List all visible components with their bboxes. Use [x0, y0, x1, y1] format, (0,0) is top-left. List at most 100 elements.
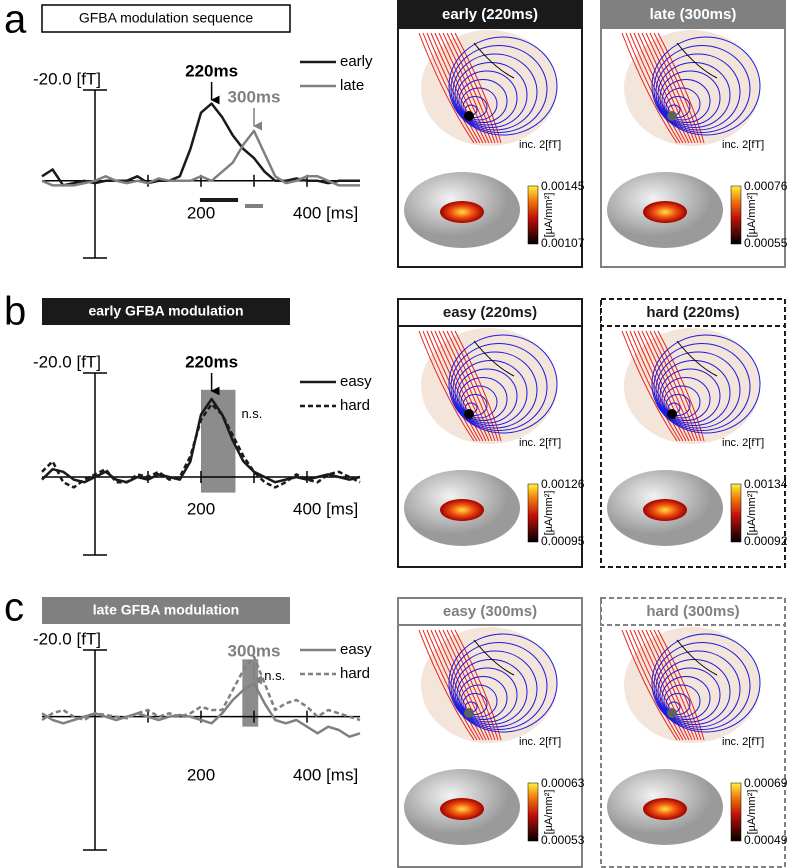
activation-blob: [643, 798, 687, 820]
contour-red: [657, 330, 705, 442]
panel-title: GFBA modulation sequence: [79, 10, 254, 26]
contour-blue: [448, 36, 558, 136]
map-title: early (220ms): [442, 6, 538, 23]
map-title: easy (220ms): [443, 304, 537, 321]
contour-blue: [458, 79, 508, 123]
y-tick-label: -20.0 [fT]: [33, 629, 101, 648]
contour-black: [676, 42, 718, 79]
contour-red: [454, 330, 502, 442]
colorbar: [730, 483, 742, 543]
contour-red: [426, 629, 481, 741]
legend-label: easy: [340, 641, 372, 658]
contour-red: [426, 330, 481, 442]
contour-blue: [456, 70, 518, 126]
y-tick-label: -20.0 [fT]: [33, 69, 101, 88]
contour-red: [629, 330, 684, 442]
legend-label: easy: [340, 373, 372, 390]
activation-blob: [440, 499, 484, 521]
contour-blue: [454, 360, 528, 426]
activation-blob: [440, 798, 484, 820]
contour-red: [450, 330, 499, 442]
title-box: [42, 298, 290, 325]
peak-annotation: 220ms: [185, 352, 238, 371]
cbar-min: 0.00095: [541, 534, 585, 548]
cbar-min: 0.00053: [541, 833, 585, 847]
cbar-max: 0.00145: [541, 179, 585, 193]
x-tick-label: 400 [ms]: [293, 203, 358, 222]
contour-red: [621, 330, 678, 442]
activation-blob: [643, 499, 687, 521]
contour-red: [657, 629, 705, 741]
contour-blue: [659, 70, 721, 126]
shade-label: n.s.: [264, 668, 285, 683]
cbar-min: 0.00049: [744, 833, 787, 847]
cbar-unit: [µA/mm²]: [746, 491, 758, 536]
contour-black: [676, 639, 718, 676]
cbar-max: 0.00126: [541, 477, 585, 491]
time-window: [244, 204, 264, 208]
contour-blue: [653, 45, 751, 133]
contour-blue: [665, 693, 691, 715]
series-line: [41, 655, 361, 722]
contour-red: [633, 330, 687, 442]
contour-blue: [653, 343, 751, 431]
contour-blue: [456, 368, 518, 424]
contour-red: [649, 330, 699, 442]
x-tick-label: 400 [ms]: [293, 765, 358, 784]
cbar-max: 0.00076: [744, 179, 787, 193]
contour-red: [418, 330, 475, 442]
contour-red: [430, 32, 484, 144]
contour-blue: [458, 676, 508, 720]
sensor-dot: [667, 409, 677, 419]
cbar-max: 0.00134: [744, 477, 787, 491]
contour-blue: [659, 667, 721, 723]
contour-blue: [452, 351, 538, 429]
contour-blue: [663, 385, 701, 419]
contour-red: [637, 629, 690, 741]
contour-blue: [462, 693, 488, 715]
contour-blue: [661, 377, 711, 421]
contour-red: [633, 629, 687, 741]
y-tick-label: -20.0 [fT]: [33, 352, 101, 371]
sensor-dot: [464, 708, 474, 718]
contour-red: [649, 32, 699, 144]
contour-red: [450, 32, 499, 144]
contour-red: [446, 629, 496, 741]
series-line: [41, 402, 361, 489]
contour-red: [418, 32, 475, 144]
contour-red: [621, 32, 678, 144]
contour-blue: [462, 394, 488, 416]
contour-blue: [450, 45, 548, 133]
contour-blue: [452, 53, 538, 131]
contour-blue: [454, 62, 528, 128]
map-title: late (300ms): [650, 6, 737, 23]
contour-blue: [651, 36, 761, 136]
x-tick-label: 200: [187, 765, 215, 784]
contour-blue: [456, 667, 518, 723]
scale-label: inc. 2[fT]: [519, 437, 561, 449]
contour-red: [446, 32, 496, 144]
contour-blue: [651, 633, 761, 733]
contour-blue: [665, 96, 691, 118]
panel-letter: c: [4, 586, 24, 630]
contour-blue: [655, 53, 741, 131]
map-header: [397, 298, 583, 327]
cbar-min: 0.00055: [744, 236, 787, 250]
contour-red: [657, 32, 705, 144]
activation-blob: [643, 201, 687, 223]
contour-red: [653, 629, 702, 741]
contour-blue: [663, 87, 701, 121]
contour-red: [653, 32, 702, 144]
activation-blob: [440, 201, 484, 223]
contour-blue: [450, 343, 548, 431]
peak-annotation: 220ms: [185, 61, 238, 80]
map-title: easy (300ms): [443, 603, 537, 620]
title-box: [42, 597, 290, 624]
peak-annotation: 300ms: [228, 87, 281, 106]
contour-red: [454, 629, 502, 741]
contour-black: [473, 639, 515, 676]
cbar-unit: [µA/mm²]: [543, 491, 555, 536]
legend-label: hard: [340, 665, 370, 682]
contour-blue: [454, 659, 528, 725]
